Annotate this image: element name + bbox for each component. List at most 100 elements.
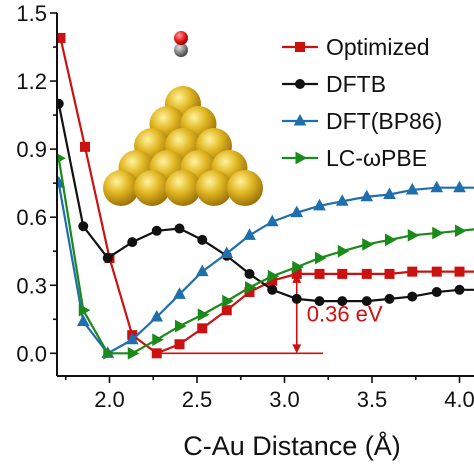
dft-bp86-point [125, 332, 139, 345]
x-tick-label: 2.5 [182, 387, 213, 412]
optimized-point [221, 305, 232, 316]
optimized-point [174, 339, 185, 350]
legend-dftb-point [295, 79, 305, 89]
y-tick-label: 0.3 [16, 273, 47, 298]
dftb-point [102, 253, 113, 264]
dft-bp86-point [150, 309, 164, 322]
y-tick-label: 0.6 [16, 205, 47, 230]
x-tick-label: 4.0 [444, 387, 474, 412]
legend-optimized-point [295, 42, 305, 52]
dft-bp86-point [335, 194, 349, 206]
series-lc-pbe [57, 153, 474, 360]
legend: Optimized DFTB DFT(BP86) LC-ωPBE [282, 34, 442, 171]
axes: 2.0 2.5 3.0 3.5 4.0 0.0 0.3 0.6 0.9 1.2 1.5 C-Au Di… [16, 1, 474, 461]
lc-pbe-point [385, 233, 397, 247]
y-tick-label: 0.0 [16, 341, 47, 366]
gold-atom [196, 170, 232, 206]
x-axis-title: C-Au Distance (Å) [183, 430, 401, 461]
dftb-point [407, 291, 418, 302]
lc-pbe-point [362, 238, 374, 251]
dftb-point [151, 225, 162, 236]
carbon-atom [174, 43, 188, 57]
lc-pbe-point [152, 333, 164, 347]
lc-pbe-point [197, 308, 210, 322]
dft-bp86-point [290, 205, 304, 218]
optimized-point [57, 32, 66, 43]
gold-atom [134, 170, 170, 206]
legend-label: DFTB [326, 71, 386, 97]
dftb-point [454, 284, 465, 295]
lc-pbe-point [222, 294, 234, 308]
co-on-gold-pyramid-illustration [103, 31, 263, 206]
optimized-point [197, 323, 208, 334]
dft-bp86-point [243, 228, 256, 240]
lc-pbe-point [245, 281, 257, 294]
dftb-point [244, 268, 255, 279]
x-tick-label: 2.0 [94, 387, 125, 412]
x-tick-label: 3.5 [357, 387, 388, 412]
gap-arrow-head-bottom [292, 344, 302, 354]
lc-pbe-point [175, 319, 187, 333]
optimized-point [151, 348, 162, 359]
dft-bp86-point [220, 246, 234, 258]
series-dft-bp86 [57, 176, 474, 358]
dftb-point [57, 98, 64, 109]
optimized-point [407, 266, 418, 277]
dftb-point [78, 221, 89, 232]
dftb-point [314, 296, 325, 307]
lc-pbe-point [78, 303, 91, 317]
dft-bp86-point [173, 287, 186, 299]
dftb-point [197, 234, 208, 245]
lc-pbe-point [432, 226, 444, 240]
legend-label: Optimized [326, 34, 430, 60]
dftb-point [127, 237, 138, 248]
dftb-point [291, 293, 302, 304]
legend-item-dftb: DFTB [282, 71, 386, 97]
lc-pbe-point [337, 244, 350, 258]
lc-pbe-point [455, 224, 467, 238]
x-tick-label: 3.0 [269, 387, 300, 412]
dft-bp86-point [453, 180, 466, 193]
legend-dft-bp86-point [293, 113, 307, 126]
y-tick-label: 0.9 [16, 137, 47, 162]
dftb-point [337, 296, 348, 307]
lc-pbe-point [103, 346, 115, 360]
lc-pbe-point [267, 269, 280, 283]
dftb-point [361, 296, 372, 307]
dft-bp86-point [76, 314, 90, 327]
legend-label: DFT(BP86) [326, 108, 442, 134]
dft-bp86-point [430, 180, 444, 193]
legend-item-optimized: Optimized [282, 34, 430, 60]
gold-atom [103, 170, 139, 206]
y-tick-label: 1.2 [16, 69, 47, 94]
lc-pbe-point [292, 260, 304, 274]
lc-pbe-point [315, 251, 327, 265]
legend-item-lc-pbe: LC-ωPBE [282, 145, 427, 171]
optimized-point [361, 268, 372, 279]
y-tick-label: 1.5 [16, 1, 47, 26]
dft-bp86-point [405, 182, 419, 195]
lc-pbe-point [57, 153, 66, 164]
optimized-point [454, 266, 465, 277]
gold-atom [165, 170, 201, 206]
dftb-point [174, 223, 185, 234]
optimized-point [80, 141, 90, 152]
gold-atom [227, 170, 263, 206]
optimized-point [337, 268, 348, 279]
dft-bp86-point [313, 198, 326, 211]
dft-bp86-point [360, 189, 374, 202]
legend-label: LC-ωPBE [326, 145, 427, 171]
legend-lc-pbe-point [295, 151, 308, 165]
optimized-point [431, 266, 442, 277]
oxygen-atom [174, 31, 188, 45]
series-layer [57, 32, 474, 360]
dft-bp86-point [265, 214, 279, 227]
legend-item-dft-bp86: DFT(BP86) [282, 108, 442, 134]
dftb-point [384, 293, 395, 304]
dft-bp86-point [195, 264, 209, 277]
optimized-point [384, 268, 395, 279]
dftb-point [431, 287, 442, 298]
optimized-point [314, 268, 325, 279]
lc-pbe-point [127, 346, 140, 360]
